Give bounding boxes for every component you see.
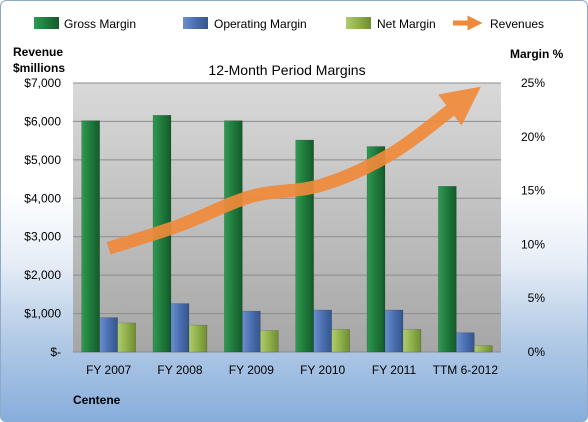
legend-label-gross-margin: Gross Margin <box>64 17 136 31</box>
right-axis-ticks: 0% 5% 10% 15% 20% 25% <box>521 76 545 359</box>
bar-operating-margin <box>313 309 332 353</box>
company-label: Centene <box>73 393 121 407</box>
left-tick-label: $5,000 <box>24 153 61 167</box>
legend-swatch-net-margin <box>346 17 371 29</box>
right-tick-label: 5% <box>528 291 546 305</box>
right-tick-label: 15% <box>521 184 545 198</box>
bar-gross-margin <box>81 120 100 353</box>
left-axis-label-line1: Revenue <box>13 45 63 59</box>
right-tick-label: 20% <box>521 130 545 144</box>
bar-gross-margin <box>438 186 457 353</box>
bar-gross-margin <box>366 146 386 353</box>
legend-label-operating-margin: Operating Margin <box>214 17 307 31</box>
x-tick-label: FY 2009 <box>229 363 274 377</box>
x-tick-label: FY 2007 <box>86 363 131 377</box>
right-axis-label: Margin % <box>510 47 564 61</box>
left-tick-label: $2,000 <box>24 268 61 282</box>
x-axis-labels: FY 2007 FY 2008 FY 2009 FY 2010 FY 2011 TTM 6… <box>86 363 498 377</box>
chart-title: 12-Month Period Margins <box>208 62 365 78</box>
revenue-line <box>106 86 481 255</box>
bar-gross-margin <box>224 120 243 353</box>
x-tick-label: FY 2011 <box>372 363 417 377</box>
bar-gross-margin <box>295 139 314 353</box>
bar-net-margin <box>188 324 208 353</box>
left-axis-label-line2: $millions <box>13 61 65 75</box>
bar-operating-margin <box>456 332 475 353</box>
left-tick-label: $1,000 <box>24 307 61 321</box>
legend-swatch-operating-margin <box>183 17 208 29</box>
right-tick-label: 25% <box>521 76 545 90</box>
bar-operating-margin <box>170 303 190 353</box>
legend-swatch-gross-margin <box>34 17 59 29</box>
x-tick-label: TTM 6-2012 <box>433 363 499 377</box>
revenue-line-group <box>106 86 481 255</box>
left-tick-label: $3,000 <box>24 230 61 244</box>
x-tick-label: FY 2008 <box>157 363 202 377</box>
left-tick-label: $6,000 <box>24 114 61 128</box>
bar-net-margin <box>474 345 493 353</box>
bar-net-margin <box>402 329 422 353</box>
legend-label-net-margin: Net Margin <box>377 17 436 31</box>
legend: Gross Margin Operating Margin Net Margin… <box>34 15 544 31</box>
bar-operating-margin <box>384 309 404 353</box>
bar-net-margin <box>117 322 136 353</box>
left-axis-ticks: $- $1,000 $2,000 $3,000 $4,000 $5,000 $6,000 $7… <box>24 76 61 359</box>
left-tick-label: $4,000 <box>24 191 61 205</box>
right-tick-label: 0% <box>528 345 546 359</box>
left-tick-label: $7,000 <box>24 76 61 90</box>
bar-net-margin <box>260 330 279 353</box>
bar-operating-margin <box>242 310 261 353</box>
bar-operating-margin <box>99 317 118 353</box>
legend-label-revenues: Revenues <box>490 17 544 31</box>
x-tick-label: FY 2010 <box>300 363 345 377</box>
right-tick-label: 10% <box>521 237 545 251</box>
bar-net-margin <box>331 329 350 353</box>
left-tick-label: $- <box>50 345 61 359</box>
